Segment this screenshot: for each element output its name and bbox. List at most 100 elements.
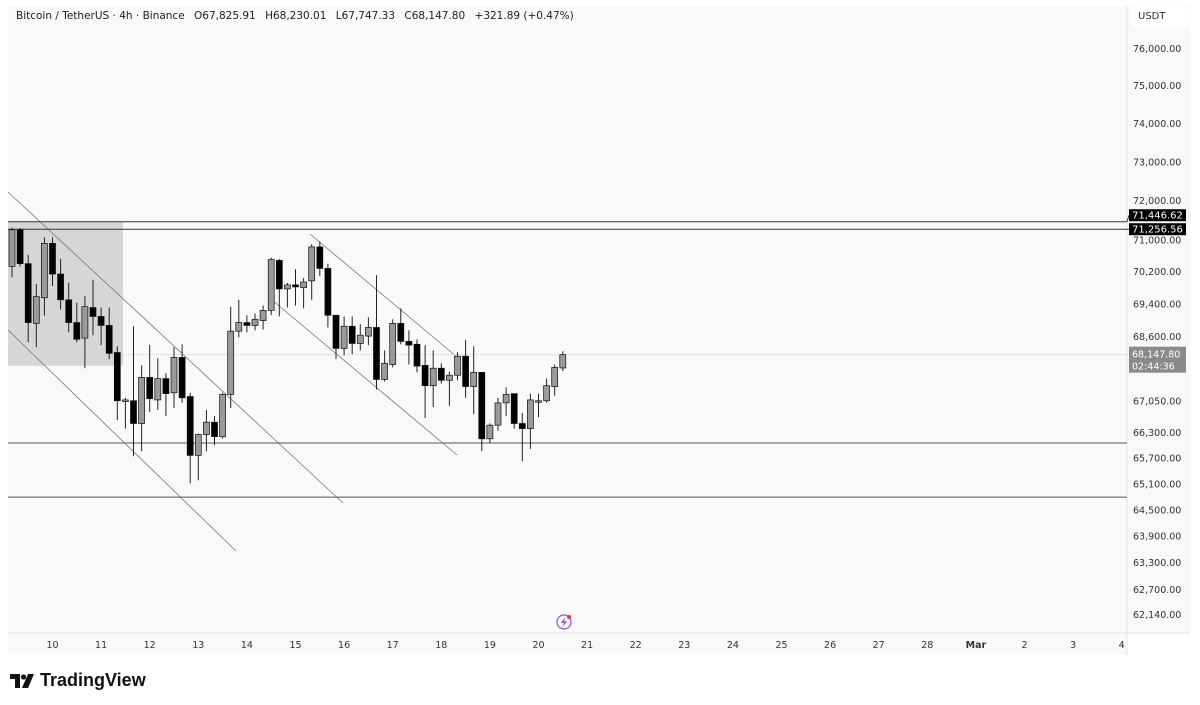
candle-down[interactable] — [186, 396, 194, 456]
candle-up[interactable] — [559, 354, 567, 369]
x-tick-label: 24 — [727, 640, 739, 651]
candle-down[interactable] — [130, 400, 137, 424]
candle-up[interactable] — [267, 259, 275, 311]
price-level-label: 71,446.62 — [1132, 211, 1183, 222]
plot-area[interactable] — [8, 6, 1127, 633]
price-axis[interactable] — [1127, 6, 1190, 633]
candle-up[interactable] — [154, 378, 162, 401]
candle-up[interactable] — [494, 402, 502, 426]
candle-up[interactable] — [122, 399, 129, 402]
candle-up[interactable] — [356, 334, 364, 344]
y-tick-label: 76,000.00 — [1133, 44, 1181, 55]
candle-down[interactable] — [421, 364, 429, 387]
candle-down[interactable] — [413, 343, 421, 367]
candle-up[interactable] — [227, 330, 235, 395]
candle-up[interactable] — [486, 424, 494, 440]
candle-down[interactable] — [97, 316, 105, 326]
candle-down[interactable] — [332, 314, 340, 349]
candle-up[interactable] — [535, 400, 542, 403]
trend-channel-line[interactable] — [271, 299, 458, 456]
candle-up[interactable] — [138, 377, 145, 424]
candle-up[interactable] — [446, 374, 453, 381]
candle-down[interactable] — [510, 393, 518, 424]
candle-down[interactable] — [243, 322, 251, 326]
candle-down[interactable] — [397, 323, 405, 342]
candle-down[interactable] — [275, 260, 283, 290]
trend-channel-line[interactable] — [309, 233, 458, 358]
candle-down[interactable] — [105, 325, 113, 354]
candle-down[interactable] — [146, 377, 154, 400]
x-tick-label: 11 — [95, 640, 107, 651]
candle-up[interactable] — [300, 281, 307, 289]
tradingview-logo[interactable]: TradingView — [10, 670, 146, 691]
candle-up[interactable] — [389, 323, 397, 365]
trend-channel-line[interactable] — [7, 191, 344, 504]
candle-up[interactable] — [527, 399, 534, 429]
candle-up[interactable] — [284, 284, 291, 290]
candle-down[interactable] — [57, 273, 64, 301]
candle-down[interactable] — [437, 367, 445, 381]
time-axis[interactable] — [8, 633, 1127, 655]
price-level-label-bg — [1129, 223, 1186, 236]
ohlc-low: L67,747.33 — [335, 10, 396, 22]
price-level-label: 71,256.56 — [1132, 225, 1183, 236]
candle-up[interactable] — [235, 322, 243, 332]
candle-down[interactable] — [65, 299, 73, 323]
candle-down[interactable] — [324, 268, 332, 316]
candle-down[interactable] — [478, 372, 486, 440]
candle-up[interactable] — [259, 310, 267, 321]
candle-down[interactable] — [73, 322, 81, 340]
trend-channel-line[interactable] — [7, 329, 237, 552]
candle-up[interactable] — [543, 385, 550, 402]
candle-down[interactable] — [316, 246, 324, 269]
last-price-label-bg — [1129, 346, 1186, 373]
symbol-title[interactable]: Bitcoin / TetherUS · 4h · Binance — [16, 10, 185, 22]
candle-down[interactable] — [89, 307, 97, 317]
candle-up[interactable] — [8, 229, 16, 267]
x-tick-label: 13 — [192, 640, 204, 651]
candle-down[interactable] — [162, 378, 170, 394]
candle-up[interactable] — [502, 394, 510, 404]
candle-up[interactable] — [454, 355, 461, 376]
candle-up[interactable] — [219, 394, 226, 437]
candle-up[interactable] — [429, 367, 437, 387]
candle-down[interactable] — [178, 357, 186, 399]
candle-down[interactable] — [373, 327, 380, 380]
candle-up[interactable] — [470, 372, 478, 387]
candle-down[interactable] — [24, 263, 32, 323]
y-tick-label: 70,200.00 — [1133, 267, 1181, 278]
candle-up[interactable] — [340, 325, 348, 349]
ohlc-close: C68,147.80 — [404, 10, 466, 22]
candle-up[interactable] — [203, 421, 210, 435]
candle-up[interactable] — [551, 367, 559, 387]
symbol-legend: Bitcoin / TetherUS · 4h · Binance O67,82… — [16, 10, 580, 22]
candle-down[interactable] — [113, 352, 121, 402]
x-tick-label: 3 — [1070, 640, 1076, 651]
candle-down[interactable] — [292, 284, 299, 288]
candle-up[interactable] — [170, 357, 178, 394]
candle-up[interactable] — [41, 242, 48, 299]
y-tick-label: 65,700.00 — [1133, 454, 1181, 465]
candle-up[interactable] — [32, 296, 40, 324]
y-tick-label: 66,300.00 — [1133, 428, 1181, 439]
candle-down[interactable] — [16, 229, 24, 264]
candle-up[interactable] — [251, 318, 259, 326]
candle-up[interactable] — [381, 362, 388, 380]
candle-down[interactable] — [348, 325, 356, 344]
candle-down[interactable] — [211, 421, 218, 437]
candle-down[interactable] — [49, 242, 56, 275]
candle-down[interactable] — [462, 355, 469, 387]
currency-selector[interactable]: USDT — [1131, 7, 1189, 27]
candle-down[interactable] — [518, 423, 526, 429]
candle-up[interactable] — [81, 306, 89, 339]
candle-up[interactable] — [308, 246, 316, 282]
y-tick-label: 62,700.00 — [1133, 585, 1181, 596]
candle-up[interactable] — [365, 327, 372, 337]
lightning-icon[interactable] — [556, 614, 572, 630]
candle-down[interactable] — [405, 341, 413, 346]
y-tick-label: 72,000.00 — [1133, 196, 1181, 207]
lightning-icon-bolt — [561, 617, 567, 628]
x-tick-label: 19 — [484, 640, 496, 651]
candle-up[interactable] — [194, 434, 202, 456]
